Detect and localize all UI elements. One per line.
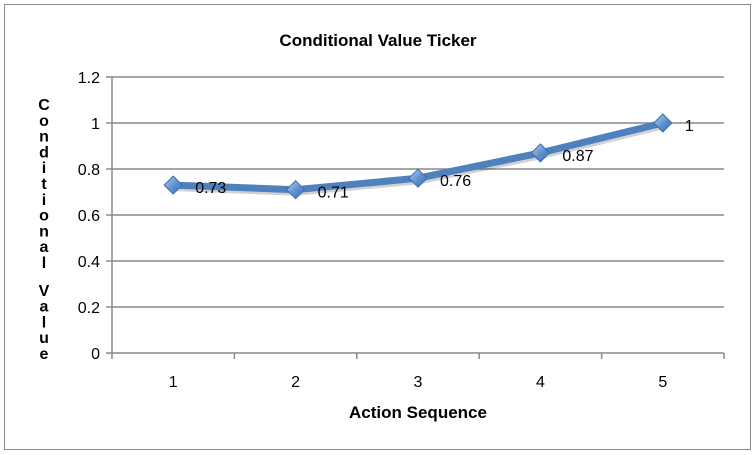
y-axis-label-char: C <box>38 97 50 114</box>
y-axis-label-char: a <box>40 239 49 256</box>
y-axis-label-char: n <box>39 129 49 146</box>
y-tick-label: 1 <box>91 116 100 133</box>
data-label: 0.71 <box>318 185 349 202</box>
y-axis-label-char: o <box>39 208 49 225</box>
y-tick-labels: 0 0.2 0.4 0.6 0.8 1 1.2 <box>78 70 100 363</box>
y-axis-label-char: e <box>40 346 49 363</box>
y-tick-label: 0.8 <box>78 162 100 179</box>
y-axis-label-char: o <box>39 113 49 130</box>
series-1 <box>163 113 673 200</box>
y-axis-label-char: d <box>39 144 49 161</box>
data-point-marker <box>163 175 183 195</box>
y-axis-label-char: a <box>40 299 49 316</box>
y-axis-label-char: t <box>41 176 47 193</box>
y-axis-label-char: l <box>42 255 46 272</box>
x-tick-label: 4 <box>536 374 545 391</box>
gridlines <box>112 76 724 308</box>
y-axis-label-char: i <box>42 160 46 177</box>
data-label: 0.87 <box>562 148 593 165</box>
data-label: 0.73 <box>195 180 226 197</box>
y-axis-label-char: V <box>39 283 50 300</box>
x-tick-labels: 1 2 3 4 5 <box>169 374 668 391</box>
y-tick-label: 0.6 <box>78 208 100 225</box>
y-axis-label-char: n <box>39 223 49 240</box>
data-point-marker <box>653 113 673 133</box>
x-tick-label: 5 <box>658 374 667 391</box>
y-tick-label: 0.4 <box>78 254 100 271</box>
data-point-marker <box>285 179 306 200</box>
y-axis-label-char: l <box>42 314 46 331</box>
y-axis-label-char: i <box>42 192 46 209</box>
x-tick-label: 1 <box>169 374 178 391</box>
data-labels: 0.73 0.71 0.76 0.87 1 <box>195 118 694 202</box>
y-tick-label: 0 <box>91 346 100 363</box>
x-tick-label: 3 <box>414 374 423 391</box>
data-label: 1 <box>685 118 694 135</box>
x-tick-label: 2 <box>291 374 300 391</box>
data-point-marker <box>408 168 428 188</box>
chart-title: Conditional Value Ticker <box>279 31 477 50</box>
axes <box>106 76 725 359</box>
chart-frame <box>4 4 751 450</box>
data-label: 0.76 <box>440 173 471 190</box>
y-tick-label: 1.2 <box>78 70 100 87</box>
y-axis-label-char: u <box>39 330 49 347</box>
x-axis-label: Action Sequence <box>349 403 487 422</box>
y-tick-label: 0.2 <box>78 300 100 317</box>
data-point-marker <box>530 143 551 163</box>
